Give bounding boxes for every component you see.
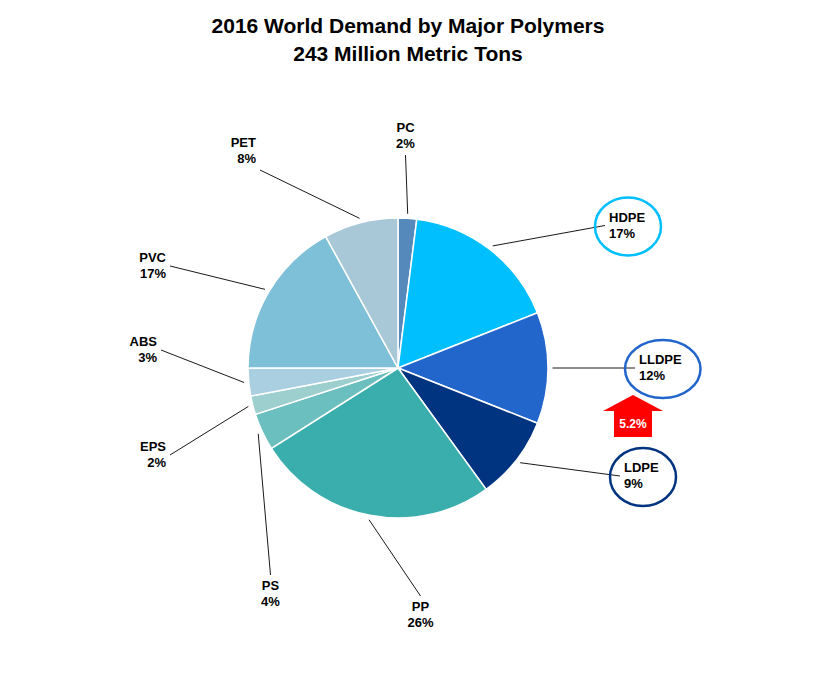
svg-text:HDPE17%: HDPE17% <box>609 210 645 241</box>
svg-text:LDPE9%: LDPE9% <box>624 460 659 491</box>
svg-text:PET8%: PET8% <box>231 135 257 166</box>
svg-text:5.2%: 5.2% <box>619 417 647 431</box>
html-text:243 Million Metric Tons: 243 Million Metric Tons <box>293 42 523 65</box>
svg-text:EPS2%: EPS2% <box>140 439 166 470</box>
html-text:2016 World Demand by Major Pol: 2016 World Demand by Major Polymers <box>211 14 605 37</box>
svg-text:PS4%: PS4% <box>261 578 280 609</box>
svg-text:ABS3%: ABS3% <box>130 334 158 365</box>
svg-text:LLDPE12%: LLDPE12% <box>639 352 682 383</box>
svg-text:PP26%: PP26% <box>407 599 433 630</box>
svg-text:PC2%: PC2% <box>396 120 415 151</box>
svg-text:PVC17%: PVC17% <box>139 250 166 281</box>
